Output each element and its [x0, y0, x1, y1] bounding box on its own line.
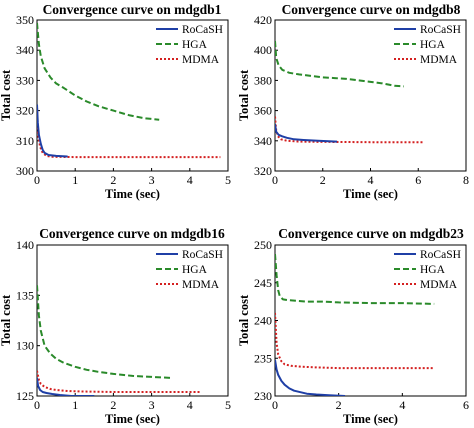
y-tick-label: 250	[254, 238, 272, 252]
y-tick-label: 135	[16, 288, 34, 302]
series-line-hga	[37, 22, 160, 121]
y-axis-label: Total cost	[0, 294, 13, 346]
x-tick-label: 6	[463, 398, 469, 412]
chart-title: Convergence curve on mdgdb23	[278, 226, 464, 241]
legend-label-rocash: RoCaSH	[420, 249, 461, 261]
x-tick-label: 1	[72, 398, 78, 412]
x-tick-label: 3	[149, 173, 155, 187]
series-line-hga	[275, 41, 404, 88]
y-tick-label: 130	[16, 339, 34, 353]
x-axis-label: Time (sec)	[105, 187, 160, 201]
x-tick-label: 2	[110, 398, 116, 412]
chart-title: Convergence curve on mdgdb1	[43, 2, 222, 17]
y-axis-label: Total cost	[237, 69, 251, 121]
legend-label-rocash: RoCaSH	[182, 24, 223, 36]
y-tick-label: 330	[16, 73, 34, 87]
series-line-mdma	[37, 370, 202, 393]
x-tick-label: 0	[272, 173, 278, 187]
series-line-mdma	[275, 312, 435, 370]
y-tick-label: 350	[16, 13, 34, 27]
y-tick-label: 125	[16, 389, 34, 403]
y-tick-label: 380	[254, 73, 272, 87]
y-tick-label: 230	[254, 389, 272, 403]
legend-label-rocash: RoCaSH	[420, 24, 461, 36]
series-line-mdma	[275, 116, 424, 144]
series-line-hga	[275, 254, 435, 305]
y-tick-label: 420	[254, 13, 272, 27]
x-tick-label: 4	[187, 398, 193, 412]
chart-panel-4: Convergence curve on mdgdb23230235240245…	[237, 226, 469, 426]
y-tick-label: 340	[254, 134, 272, 148]
x-tick-label: 1	[72, 173, 78, 187]
x-tick-label: 0	[34, 173, 40, 187]
series-line-mdma	[37, 107, 221, 159]
series-line-rocash	[275, 359, 346, 396]
x-axis-label: Time (sec)	[343, 412, 398, 426]
x-tick-label: 6	[415, 173, 421, 187]
x-tick-label: 5	[225, 173, 231, 187]
y-tick-label: 400	[254, 43, 272, 57]
y-tick-label: 310	[16, 134, 34, 148]
chart-panel-2: Convergence curve on mdgdb8 320 340 360 380 4…	[237, 2, 469, 201]
series-line-rocash	[37, 104, 68, 158]
y-tick-label: 235	[254, 351, 272, 365]
x-tick-label: 4	[368, 173, 374, 187]
legend-label-hga: HGA	[420, 264, 446, 276]
y-axis-label: Total cost	[237, 294, 251, 346]
legend-label-hga: HGA	[182, 264, 208, 276]
legend-label-hga: HGA	[420, 39, 446, 51]
y-tick-label: 360	[254, 104, 272, 118]
legend-label-hga: HGA	[182, 39, 208, 51]
y-tick-label: 140	[16, 238, 34, 252]
x-tick-label: 4	[399, 398, 405, 412]
y-tick-label: 240	[254, 314, 272, 328]
y-tick-label: 340	[16, 43, 34, 57]
legend-label-rocash: RoCaSH	[182, 249, 223, 261]
chart-title: Convergence curve on mdgdb16	[39, 226, 225, 241]
plot-frame	[36, 19, 229, 172]
y-tick-label: 245	[254, 276, 272, 290]
y-tick-label: 320	[254, 164, 272, 178]
series-line-rocash	[275, 124, 338, 143]
series-line-hga	[37, 285, 171, 379]
legend-label-mdma: MDMA	[420, 279, 458, 291]
x-tick-label: 2	[110, 173, 116, 187]
x-tick-label: 0	[34, 398, 40, 412]
x-tick-label: 5	[225, 398, 231, 412]
chart-title: Convergence curve on mdgdb8	[282, 2, 461, 17]
series-line-rocash	[37, 377, 95, 396]
legend-label-mdma: MDMA	[420, 54, 458, 66]
y-axis-label: Total cost	[0, 69, 13, 121]
y-tick-label: 320	[16, 104, 34, 118]
x-tick-label: 3	[149, 398, 155, 412]
x-tick-label: 0	[272, 398, 278, 412]
x-tick-label: 4	[187, 173, 193, 187]
legend-label-mdma: MDMA	[182, 54, 220, 66]
x-axis-label: Time (sec)	[343, 187, 398, 201]
y-tick-label: 300	[16, 164, 34, 178]
x-axis-label: Time (sec)	[105, 412, 160, 426]
x-tick-label: 8	[463, 173, 469, 187]
x-tick-label: 2	[320, 173, 326, 187]
legend-label-mdma: MDMA	[182, 279, 220, 291]
x-tick-label: 2	[336, 398, 342, 412]
chart-panel-3: Convergence curve on mdgdb16125130135140…	[0, 226, 231, 426]
plot-frame	[36, 244, 229, 397]
chart-panel-1: Convergence curve on mdgdb13003103203303…	[0, 2, 231, 201]
